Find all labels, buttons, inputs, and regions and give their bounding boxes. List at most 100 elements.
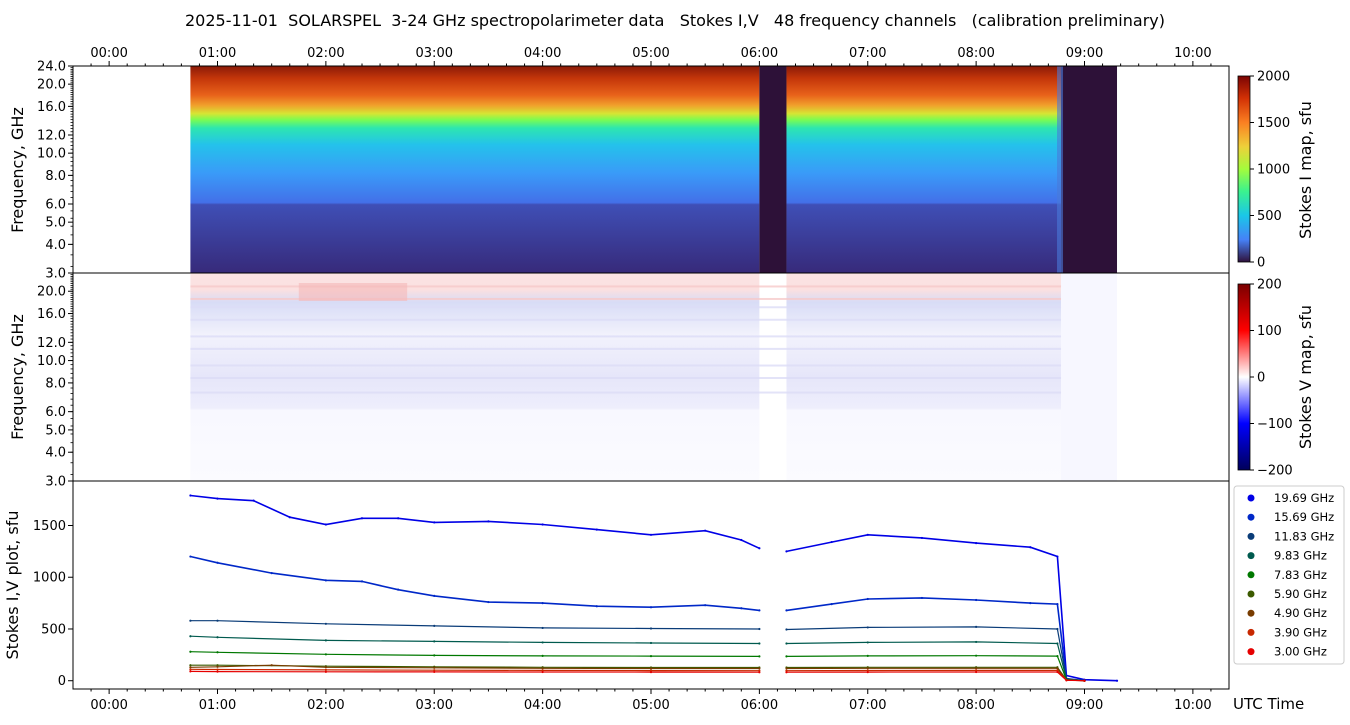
data-point — [649, 669, 653, 672]
series-line — [190, 668, 760, 672]
data-point — [189, 555, 192, 558]
legend-label: 15.69 GHz — [1274, 510, 1334, 524]
data-point — [189, 619, 192, 622]
data-point — [758, 627, 761, 631]
series-line — [190, 664, 760, 670]
y-tick-label: 6.0 — [45, 405, 66, 420]
data-point — [1115, 679, 1119, 682]
data-point — [830, 603, 833, 606]
data-point — [397, 517, 400, 520]
data-point — [920, 536, 924, 540]
legend-label: 7.83 GHz — [1274, 568, 1327, 582]
x-tick-label-bottom: 06:00 — [741, 698, 778, 713]
stokes-i-block — [786, 66, 1062, 273]
legend-label: 11.83 GHz — [1274, 529, 1334, 543]
legend-marker — [1247, 552, 1255, 560]
colorbar-tick-label: 200 — [1257, 278, 1282, 293]
data-point — [740, 538, 743, 542]
stokes-i-gap — [759, 66, 787, 273]
data-point — [324, 639, 327, 642]
data-point — [324, 523, 327, 526]
data-point — [189, 670, 192, 673]
legend-box — [1233, 485, 1345, 665]
data-point — [216, 664, 219, 667]
y-tick-label: 16.0 — [37, 100, 66, 115]
data-point — [541, 669, 544, 672]
data-point — [189, 666, 192, 669]
data-point — [324, 579, 327, 582]
data-point — [360, 517, 364, 520]
y-tick-label: 3.0 — [45, 475, 66, 490]
data-point — [324, 666, 327, 669]
stokes-v-colorbar-ticks: 200 100 0 −100 −200 — [1250, 278, 1293, 479]
stokes-i-colorbar — [1237, 75, 1251, 263]
stokes-iv-y-ticks: 0 500 1000 1500 — [33, 519, 73, 689]
legend-label: 9.83 GHz — [1274, 549, 1327, 563]
stokes-i-colorbar-ticks: 0 500 1000 1500 2000 — [1250, 70, 1290, 271]
x-tick-label-top: 10:00 — [1174, 46, 1211, 61]
data-point — [252, 499, 255, 502]
data-point — [1065, 679, 1068, 682]
legend-label: 5.90 GHz — [1274, 587, 1327, 601]
legend-marker — [1247, 648, 1255, 656]
legend-marker — [1247, 532, 1255, 540]
data-point — [1056, 603, 1059, 606]
y-tick-label: 16.0 — [37, 307, 66, 322]
data-point — [270, 664, 273, 667]
data-point — [1056, 627, 1059, 631]
data-point — [487, 600, 490, 604]
y-tick-label: 12.0 — [37, 129, 66, 144]
data-point — [216, 670, 219, 673]
y-tick-label: 1000 — [33, 571, 66, 586]
data-point — [758, 642, 761, 645]
data-point — [324, 668, 327, 671]
data-point — [975, 598, 978, 602]
data-point — [487, 520, 490, 523]
data-point — [1056, 642, 1059, 645]
legend-marker — [1247, 609, 1255, 617]
top-time-axis: 00:00 01:00 02:00 03:00 04:00 05:00 06:00 07:00… — [90, 46, 1212, 66]
stokes-iv-plot-frame — [72, 480, 1230, 690]
stokes-i-heatmap — [190, 66, 1118, 273]
data-point — [324, 670, 327, 673]
stokes-i-y-label: Frequency, GHz — [8, 107, 27, 233]
y-tick-label: 12.0 — [37, 336, 66, 351]
stokes-v-y-ticks: 3.0 4.0 5.0 6.0 8.0 10.0 12.0 16.0 20.0 — [37, 272, 73, 490]
data-point — [975, 541, 978, 545]
data-point — [216, 651, 219, 654]
data-point — [866, 671, 869, 674]
stokes-iv-series — [189, 494, 1119, 682]
x-tick-label-bottom: 09:00 — [1066, 698, 1103, 713]
y-tick-label: 10.0 — [37, 354, 66, 369]
stokes-v-tail — [1061, 273, 1118, 481]
x-tick-label-bottom: 10:00 — [1174, 698, 1211, 713]
data-point — [649, 654, 653, 658]
legend-label: 19.69 GHz — [1274, 491, 1334, 505]
data-point — [433, 521, 436, 524]
x-tick-label-bottom: 02:00 — [307, 698, 344, 713]
stokes-i-y-ticks: 3.0 4.0 5.0 6.0 8.0 10.0 12.0 16.0 20.0 24.0 — [37, 60, 73, 282]
x-tick-label-bottom: 04:00 — [524, 698, 561, 713]
y-tick-label: 500 — [41, 622, 66, 637]
data-point — [704, 604, 707, 607]
data-point — [704, 529, 707, 532]
data-point — [758, 609, 761, 612]
data-point — [541, 602, 544, 605]
stokes-i-gap — [1061, 66, 1118, 273]
series-line — [786, 666, 1085, 682]
data-point — [216, 665, 219, 668]
data-point — [288, 516, 291, 519]
data-point — [785, 671, 788, 674]
data-point — [189, 650, 192, 653]
x-tick-label-top: 00:00 — [90, 46, 127, 61]
data-point — [740, 607, 743, 610]
data-point — [830, 540, 833, 544]
x-tick-label-bottom: 08:00 — [957, 698, 994, 713]
data-point — [920, 596, 924, 600]
data-point — [649, 667, 653, 670]
y-tick-label: 20.0 — [37, 285, 66, 300]
data-point — [541, 667, 544, 670]
data-point — [785, 669, 788, 672]
y-tick-label: 5.0 — [45, 423, 66, 438]
